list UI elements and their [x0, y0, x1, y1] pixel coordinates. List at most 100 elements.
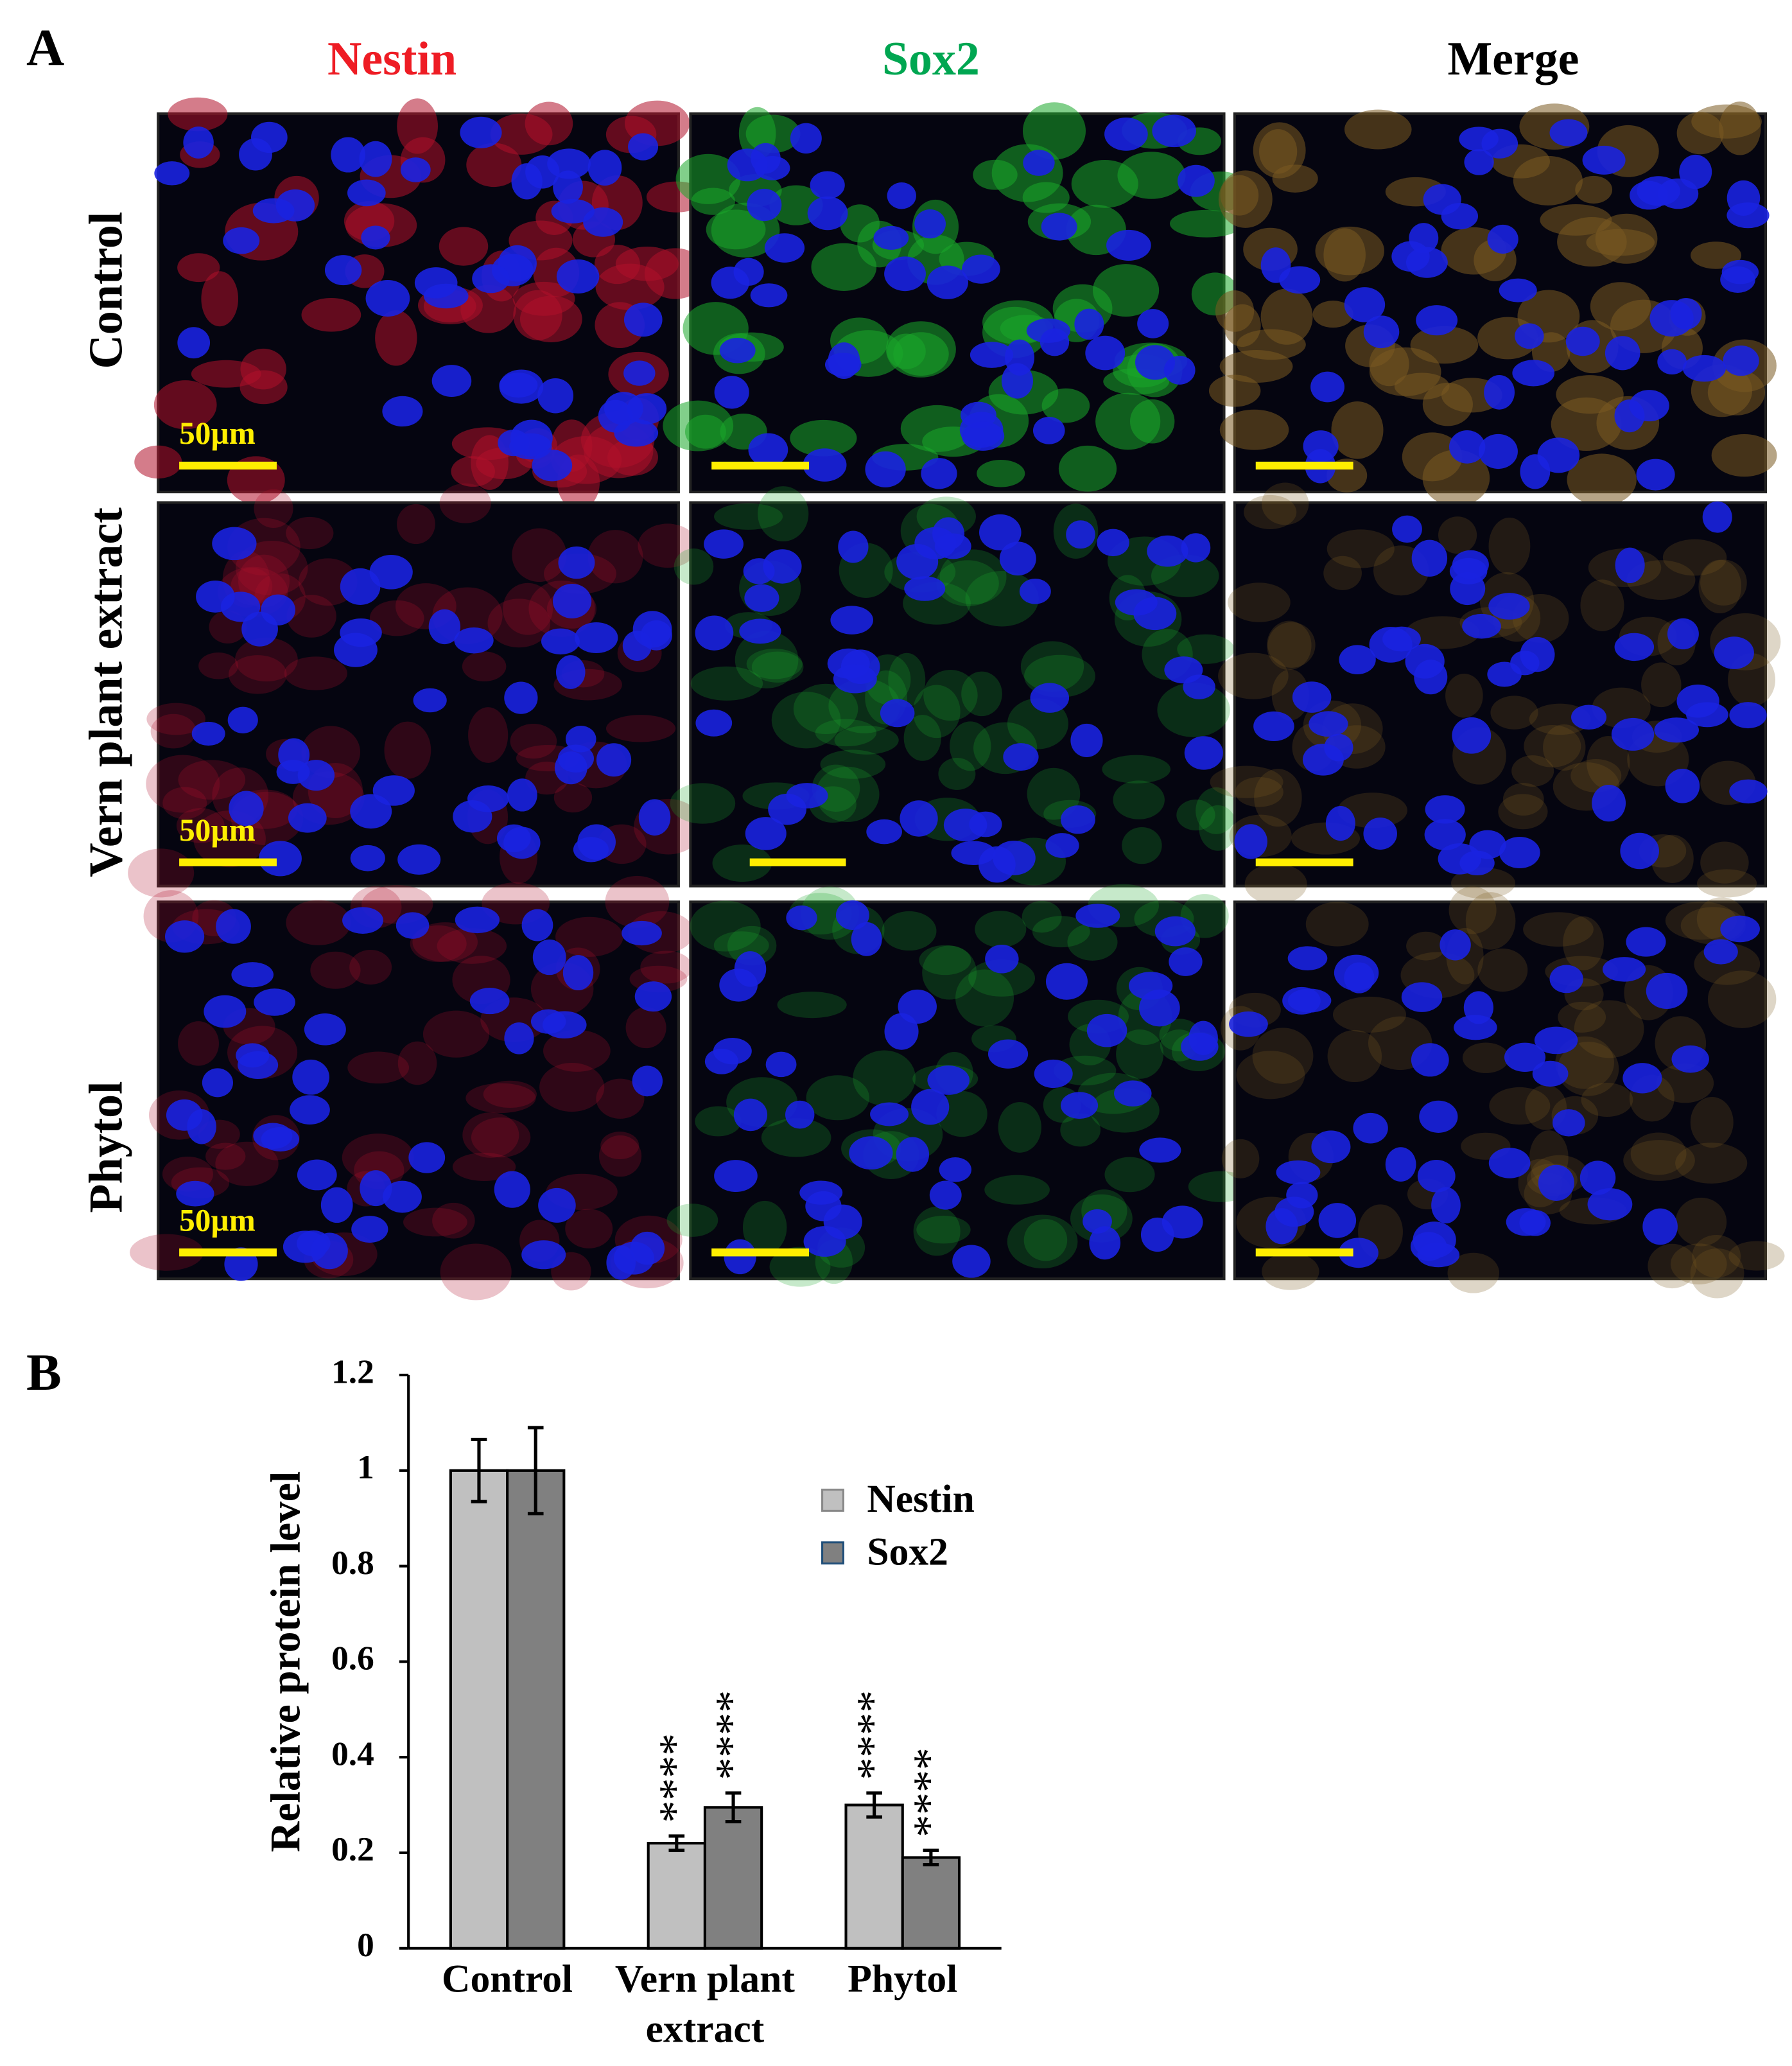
nucleus	[962, 254, 1000, 284]
nucleus	[1720, 266, 1755, 293]
nucleus	[413, 688, 447, 713]
nucleus	[1449, 430, 1486, 464]
stain	[975, 911, 1027, 948]
stain	[742, 1200, 787, 1254]
nucleus	[1499, 278, 1537, 302]
scale-label: 50µm	[179, 1202, 256, 1238]
nucleus	[1452, 550, 1489, 579]
nucleus	[1163, 355, 1196, 385]
nucleus	[790, 123, 822, 154]
nucleus	[833, 664, 877, 694]
stain	[1700, 559, 1747, 606]
nucleus	[1723, 346, 1759, 376]
nucleus	[521, 909, 553, 941]
y-tick-label: 0.6	[331, 1639, 374, 1677]
nucleus	[1425, 795, 1465, 824]
nucleus	[1338, 1238, 1379, 1268]
stain	[834, 726, 899, 755]
micrograph: 50µm	[128, 483, 703, 898]
stain	[452, 1152, 516, 1181]
micrograph	[670, 486, 1237, 888]
stain	[1670, 1243, 1727, 1285]
nucleus	[1414, 660, 1448, 695]
stain	[695, 1106, 742, 1137]
stain	[1157, 683, 1230, 737]
stain	[503, 582, 553, 635]
stain	[1567, 453, 1637, 506]
nucleus	[297, 1159, 337, 1191]
nucleus	[1553, 1109, 1585, 1137]
nucleus	[1137, 309, 1169, 338]
micrograph	[1220, 886, 1785, 1299]
nucleus	[1615, 547, 1645, 584]
stain	[525, 101, 573, 146]
stain	[1477, 948, 1528, 992]
stain	[1575, 175, 1613, 204]
stain	[1262, 1252, 1319, 1290]
nucleus	[714, 376, 749, 409]
nucleus	[1602, 957, 1646, 982]
x-tick-label: Control	[442, 1957, 573, 2001]
stain	[539, 1062, 605, 1112]
nucleus	[202, 1068, 233, 1098]
nucleus	[1488, 1148, 1531, 1178]
nucleus	[278, 738, 310, 772]
nucleus	[587, 150, 622, 186]
stain	[1228, 582, 1291, 622]
nucleus	[1504, 1042, 1546, 1072]
nucleus	[1670, 298, 1702, 330]
nucleus	[397, 844, 441, 875]
nucleus	[227, 706, 258, 733]
nucleus	[985, 944, 1019, 974]
nucleus	[1419, 1100, 1458, 1133]
stain	[342, 1134, 414, 1182]
nucleus	[786, 905, 817, 931]
x-label-box: Control	[442, 1957, 573, 2001]
y-tick-label: 0	[357, 1925, 374, 1964]
stain	[1648, 1243, 1697, 1289]
y-axis-label: Relative protein level	[263, 1471, 309, 1852]
nucleus	[1060, 1092, 1099, 1119]
nucleus	[1413, 1221, 1456, 1259]
nucleus	[1626, 927, 1666, 957]
nucleus	[1030, 683, 1070, 713]
nucleus	[177, 327, 211, 359]
nucleus	[1026, 318, 1071, 343]
nucleus	[1041, 213, 1077, 241]
stain	[790, 419, 857, 457]
stain	[347, 1051, 410, 1084]
micrograph	[663, 102, 1251, 494]
nucleus	[1549, 965, 1583, 994]
stain	[1524, 724, 1581, 767]
nucleus	[1484, 374, 1515, 410]
nucleus	[454, 627, 494, 654]
stain	[998, 1101, 1041, 1153]
stain	[146, 755, 220, 813]
scale-label: 50µm	[179, 812, 256, 848]
nucleus	[311, 1232, 348, 1270]
nucleus	[1488, 593, 1530, 620]
stain	[1252, 1028, 1314, 1084]
nucleus	[1287, 988, 1332, 1013]
nucleus	[638, 799, 671, 836]
nucleus	[1629, 390, 1669, 422]
nucleus	[1729, 779, 1768, 804]
nucleus	[1401, 982, 1443, 1012]
stain	[286, 900, 351, 945]
stain	[1312, 301, 1353, 328]
stain	[286, 516, 334, 550]
nucleus	[1034, 1059, 1073, 1089]
stain	[1261, 482, 1309, 525]
stain	[1235, 777, 1283, 807]
stain	[1337, 792, 1407, 828]
nucleus	[951, 841, 996, 866]
stain	[462, 1112, 519, 1158]
nucleus	[231, 962, 274, 988]
nucleus	[1311, 1130, 1351, 1164]
stain	[146, 703, 205, 735]
nucleus	[873, 225, 909, 250]
stain	[1623, 1140, 1695, 1181]
bar	[844, 1803, 904, 1950]
nucleus	[400, 157, 431, 182]
nucleus	[1045, 963, 1088, 1000]
